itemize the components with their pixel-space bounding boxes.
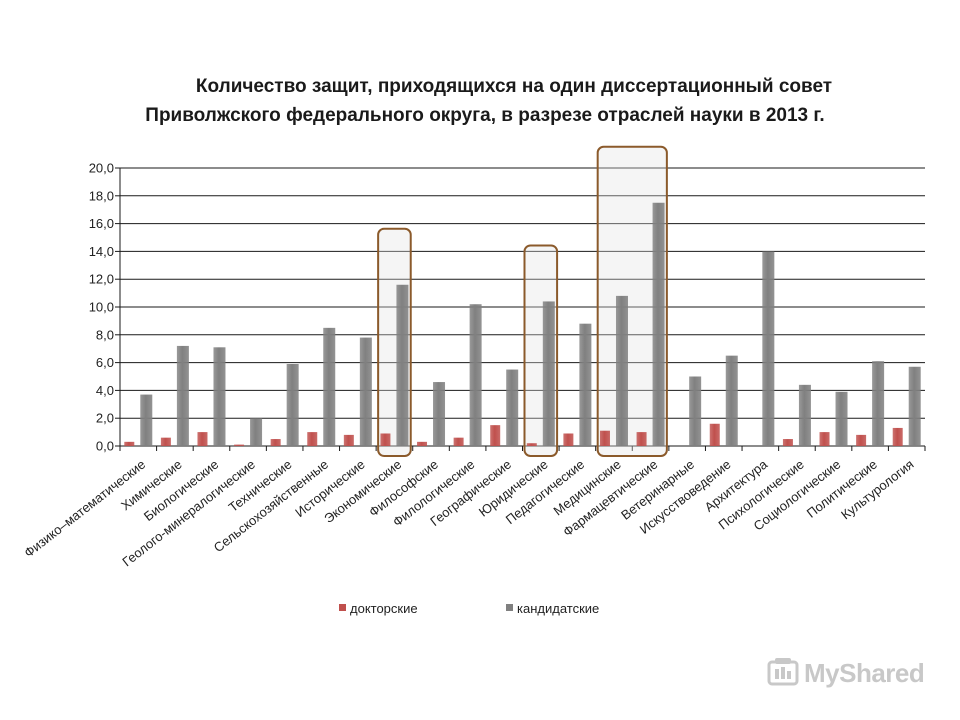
y-tick-label: 14,0 <box>89 244 114 259</box>
bar-doctoral-геолого-минералогические <box>234 444 245 446</box>
y-tick-label: 0,0 <box>96 439 114 454</box>
legend-swatch-doctoral <box>339 604 346 611</box>
chart-title-line1: Количество защит, приходящихся на один д… <box>195 76 833 97</box>
watermark: MyShared <box>766 656 925 690</box>
bar-candidate-социологические <box>835 391 848 446</box>
bar-candidate-биологические <box>213 347 226 446</box>
bar-doctoral-социологические <box>819 432 830 446</box>
bar-candidate-психологические <box>798 384 811 446</box>
y-tick-label: 4,0 <box>96 383 114 398</box>
y-tick-label: 12,0 <box>89 272 114 287</box>
y-tick-label: 18,0 <box>89 188 114 203</box>
bar-doctoral-медицинские <box>599 430 610 446</box>
bar-candidate-технические <box>286 363 299 446</box>
bar-candidate-ветеринарные <box>689 376 702 446</box>
bar-candidate-геолого-минералогические <box>250 418 263 446</box>
legend-label-doctoral: докторские <box>350 601 418 616</box>
chart-title: Количество защит, приходящихся на один д… <box>60 72 910 130</box>
bar-doctoral-искусствоведение <box>709 423 720 446</box>
bar-doctoral-психологические <box>782 439 793 446</box>
y-tick-label: 8,0 <box>96 327 114 342</box>
bar-doctoral-географические <box>490 425 501 446</box>
bar-candidate-экономические <box>396 284 409 446</box>
bar-doctoral-философские <box>417 441 428 446</box>
x-axis-labels: Физико–математическиеХимическиеБиологиче… <box>21 456 916 569</box>
bar-candidate-философские <box>433 382 446 446</box>
y-axis-ticks: 0,0 2,0 4,0 6,0 8,0 10,0 12,0 14,0 16,0 18,0 20,0 <box>89 161 114 454</box>
bar-candidate-искусствоведение <box>725 355 738 446</box>
bar-candidate-географические <box>506 369 519 446</box>
bar-candidate-физико-математические <box>140 394 153 446</box>
bar-doctoral-физико-математические <box>124 441 135 446</box>
y-tick-label: 16,0 <box>89 216 114 231</box>
bar-doctoral-культурология <box>892 427 903 446</box>
y-tick-label: 6,0 <box>96 355 114 370</box>
bar-candidate-архитектура <box>762 251 775 446</box>
bar-doctoral-исторические <box>343 434 354 446</box>
bar-candidate-исторические <box>359 337 372 446</box>
highlight-box-медицинские <box>596 145 668 457</box>
bar-candidate-медицинские <box>615 295 628 446</box>
legend-label-candidate: кандидатские <box>517 601 599 616</box>
bar-doctoral-педагогические <box>563 433 574 446</box>
legend-swatch-candidate <box>506 604 513 611</box>
chart-title-line2: Приволжского федерального округа, в разр… <box>145 105 825 126</box>
bars <box>124 202 921 446</box>
y-tick-label: 20,0 <box>89 161 114 176</box>
bar-candidate-педагогические <box>579 323 592 446</box>
bar-doctoral-политические <box>856 434 867 446</box>
bar-candidate-химические <box>176 345 189 446</box>
bar-doctoral-технические <box>270 439 281 446</box>
bar-doctoral-филологические <box>453 437 464 446</box>
bar-candidate-политические <box>872 361 885 446</box>
bar-doctoral-биологические <box>197 432 208 446</box>
bar-candidate-филологические <box>469 304 482 446</box>
bar-candidate-юридические <box>542 301 555 446</box>
bar-doctoral-химические <box>160 437 171 446</box>
bar-candidate-сельскохозяйственные <box>323 327 336 446</box>
y-tick-label: 2,0 <box>96 411 114 426</box>
watermark-text: MyShared <box>804 657 925 688</box>
bar-doctoral-фармацевтические <box>636 432 647 446</box>
legend: докторские кандидатские <box>339 601 599 616</box>
bar-doctoral-сельскохозяйственные <box>307 432 318 446</box>
bar-candidate-культурология <box>908 366 921 446</box>
myshared-logo-icon <box>767 658 799 686</box>
bar-doctoral-юридические <box>526 443 537 446</box>
y-tick-label: 10,0 <box>89 300 114 315</box>
bar-candidate-фармацевтические <box>652 202 665 446</box>
bar-doctoral-экономические <box>380 433 391 446</box>
